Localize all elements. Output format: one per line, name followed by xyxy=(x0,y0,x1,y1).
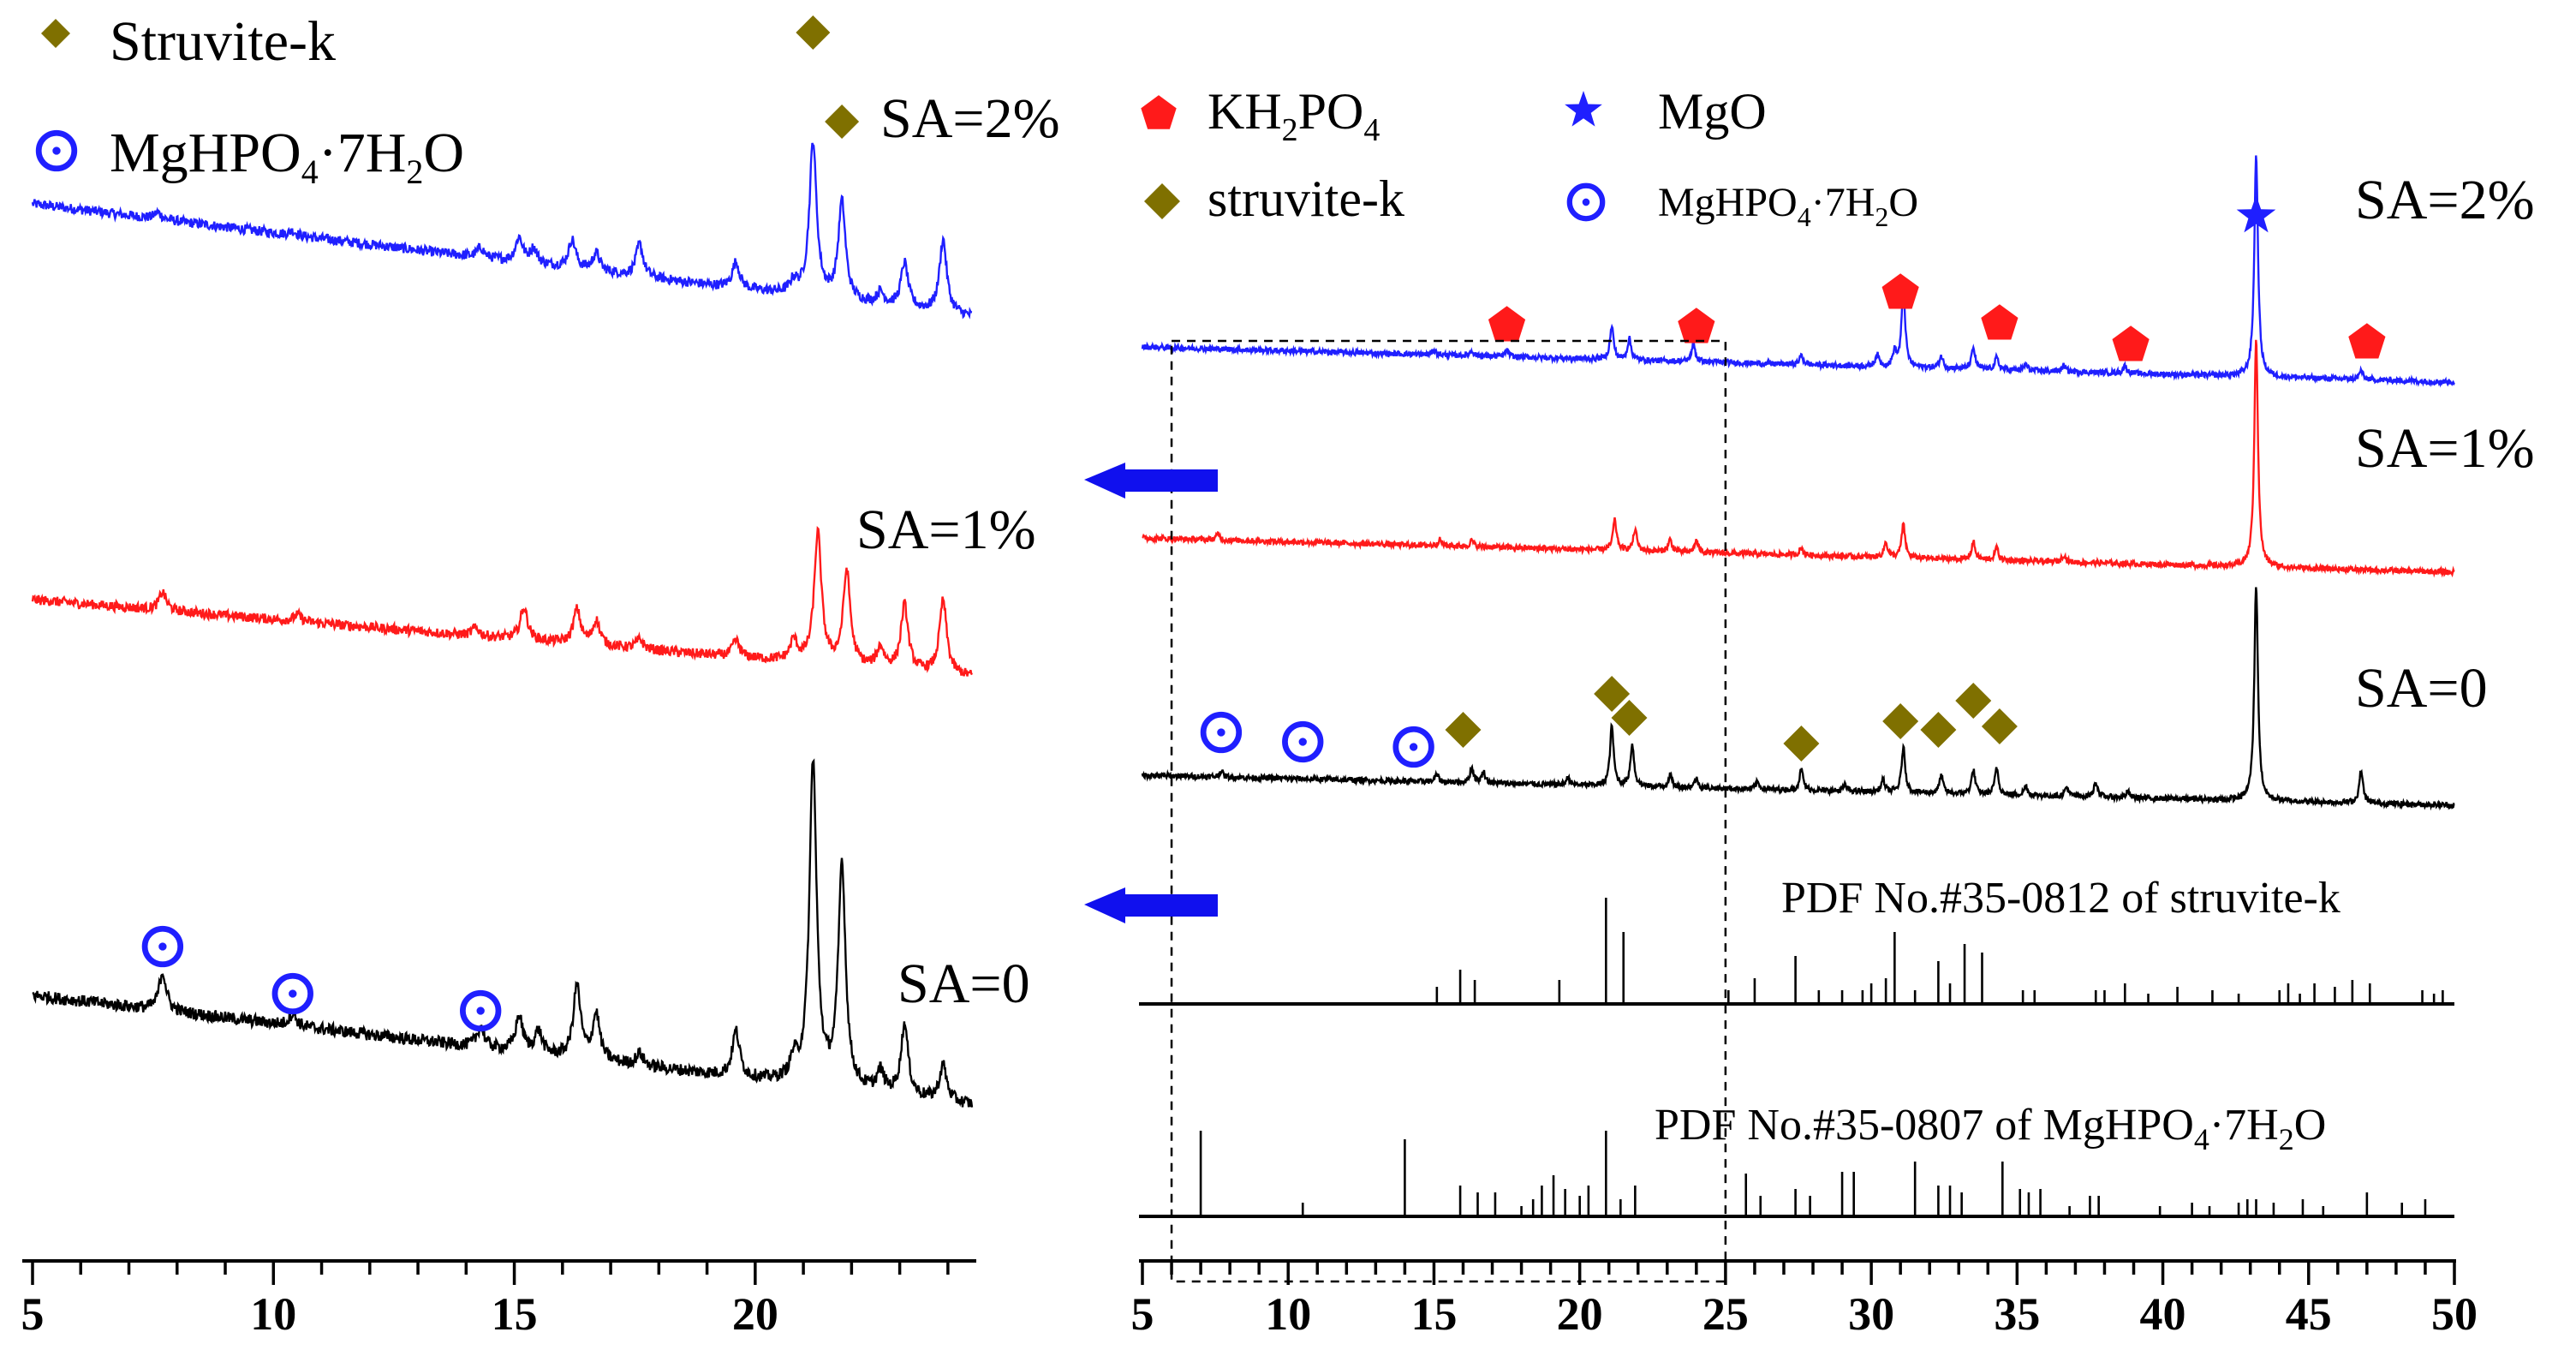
right-tick-label: 50 xyxy=(2431,1288,2478,1340)
zoom-arrows xyxy=(1084,463,1218,923)
right-mghpo4-marker xyxy=(1203,714,1239,750)
left-tick-label: 20 xyxy=(732,1288,778,1340)
ref-label-struvite: PDF No.#35-0812 of struvite-k xyxy=(1781,874,2340,923)
left-mghpo4-marker xyxy=(145,929,181,965)
right-mghpo4-marker xyxy=(1396,729,1432,765)
right-trace-SA=0 xyxy=(1141,587,2455,811)
right-struvite-marker xyxy=(1445,712,1482,748)
left-label-sa1: SA=1% xyxy=(856,499,1036,561)
left-legend-mghpo4-label: MgHPO4·7H2O xyxy=(110,122,464,191)
left-legend-mghpo4-icon xyxy=(39,133,75,169)
zoom-region-box xyxy=(1170,339,1727,1283)
right-legend-mghpo4-label: MgHPO4·7H2O xyxy=(1658,180,1918,232)
right-kh2po4-marker xyxy=(2112,326,2150,361)
right-legend: KH2PO4 MgO struvite-k MgHPO4·7H2O xyxy=(1141,83,1918,232)
right-panel-markers xyxy=(1203,195,2386,765)
left-struvite-marker xyxy=(796,15,831,50)
left-struvite-marker xyxy=(825,105,860,139)
right-kh2po4-marker xyxy=(1488,306,1526,342)
left-label-sa0: SA=0 xyxy=(897,953,1030,1015)
right-panel-traces xyxy=(1141,155,2455,811)
right-label-sa1: SA=1% xyxy=(2355,417,2535,480)
right-panel-reference-patterns xyxy=(1139,898,2454,1218)
right-kh2po4-marker xyxy=(1678,308,1715,343)
right-tick-label: 10 xyxy=(1265,1288,1311,1340)
left-panel-traces xyxy=(31,142,974,1108)
right-mgo-marker xyxy=(2236,195,2276,233)
right-legend-mghpo4-icon xyxy=(1570,186,1602,218)
left-trace-SA=0 xyxy=(32,758,974,1108)
arrow-upper xyxy=(1084,463,1218,499)
right-legend-kh2po4-label: KH2PO4 xyxy=(1208,83,1380,148)
right-tick-label: 40 xyxy=(2140,1288,2186,1340)
right-label-sa0: SA=0 xyxy=(2355,657,2488,720)
right-mghpo4-marker xyxy=(1285,724,1321,760)
right-tick-label: 45 xyxy=(2286,1288,2332,1340)
left-tick-label: 5 xyxy=(21,1288,45,1340)
right-legend-struvite-icon xyxy=(1144,183,1180,219)
right-tick-label: 5 xyxy=(1131,1288,1154,1340)
right-struvite-marker xyxy=(1981,708,2018,744)
left-x-axis: 5 10 15 20 xyxy=(21,1259,976,1340)
right-legend-kh2po4-icon xyxy=(1141,95,1177,129)
left-tick-label: 15 xyxy=(492,1288,538,1340)
right-label-sa2: SA=2% xyxy=(2355,169,2535,231)
left-legend-struvite-label: Struvite-k xyxy=(110,10,336,73)
left-label-sa2: SA=2% xyxy=(880,87,1060,150)
left-mghpo4-marker xyxy=(275,976,311,1012)
right-legend-struvite-label: struvite-k xyxy=(1208,170,1404,227)
right-tick-label: 15 xyxy=(1410,1288,1457,1340)
right-struvite-marker xyxy=(1920,712,1957,748)
left-tick-label: 10 xyxy=(250,1288,296,1340)
right-legend-mgo-label: MgO xyxy=(1658,83,1767,140)
left-legend: Struvite-k MgHPO4·7H2O xyxy=(39,10,464,191)
right-struvite-marker xyxy=(1882,703,1919,739)
right-tick-label: 35 xyxy=(1994,1288,2040,1340)
right-kh2po4-marker xyxy=(2348,323,2386,359)
right-x-axis: 5 10 15 20 25 30 35 40 45 50 xyxy=(1131,1259,2478,1340)
right-trace-SA=1% xyxy=(1142,339,2455,578)
left-trace-SA=2% xyxy=(31,142,973,320)
arrow-lower xyxy=(1084,887,1218,923)
right-struvite-marker xyxy=(1955,683,1992,719)
right-kh2po4-marker xyxy=(1881,273,1919,309)
right-tick-label: 30 xyxy=(1848,1288,1894,1340)
right-struvite-marker xyxy=(1783,726,1820,762)
right-tick-label: 25 xyxy=(1702,1288,1749,1340)
left-mghpo4-marker xyxy=(462,993,498,1029)
right-tick-label: 20 xyxy=(1557,1288,1603,1340)
right-legend-mgo-icon xyxy=(1565,91,1602,127)
ref-label-mghpo4: PDF No.#35-0807 of MgHPO4·7H2O xyxy=(1655,1101,2326,1156)
left-trace-SA=1% xyxy=(31,525,974,677)
right-trace-SA=2% xyxy=(1141,155,2455,388)
right-kh2po4-marker xyxy=(1981,304,2018,340)
left-legend-struvite-icon xyxy=(41,19,70,48)
